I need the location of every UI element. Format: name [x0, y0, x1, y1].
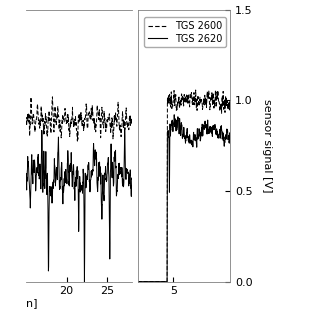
Y-axis label: sensor signal [V]: sensor signal [V]: [262, 99, 272, 192]
X-axis label: n]: n]: [26, 298, 37, 308]
Legend: TGS 2600, TGS 2620: TGS 2600, TGS 2620: [144, 17, 226, 47]
